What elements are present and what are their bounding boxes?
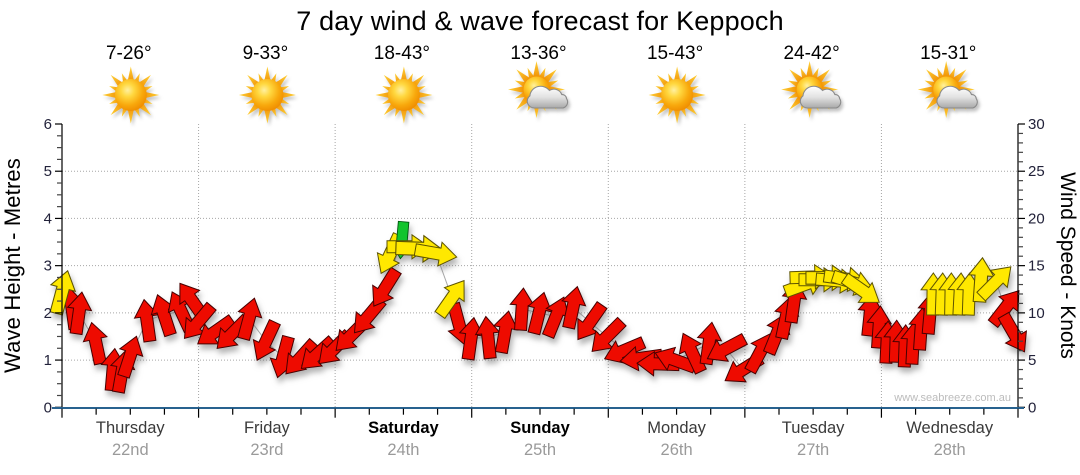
svg-text:7-26°: 7-26°: [106, 43, 152, 64]
svg-text:23rd: 23rd: [250, 441, 283, 459]
svg-text:Friday: Friday: [244, 419, 291, 437]
svg-text:Monday: Monday: [647, 419, 706, 437]
svg-text:15-43°: 15-43°: [647, 43, 703, 64]
svg-text:24-42°: 24-42°: [783, 43, 839, 64]
svg-text:25th: 25th: [524, 441, 556, 459]
svg-text:20: 20: [1028, 210, 1045, 227]
svg-text:28th: 28th: [934, 441, 966, 459]
svg-text:Wednesday: Wednesday: [906, 419, 994, 437]
svg-text:Thursday: Thursday: [96, 419, 166, 437]
svg-text:6: 6: [44, 116, 52, 133]
svg-text:30: 30: [1028, 116, 1045, 133]
svg-text:25: 25: [1028, 163, 1045, 180]
svg-text:15-31°: 15-31°: [920, 43, 976, 64]
svg-text:0: 0: [44, 399, 52, 416]
svg-text:1: 1: [44, 352, 52, 369]
svg-text:5: 5: [1028, 352, 1036, 369]
svg-text:15: 15: [1028, 258, 1045, 275]
svg-text:Saturday: Saturday: [368, 419, 439, 437]
svg-text:Sunday: Sunday: [510, 419, 570, 437]
svg-text:13-36°: 13-36°: [510, 43, 566, 64]
svg-text:7 day wind & wave forecast for: 7 day wind & wave forecast for Keppoch: [296, 6, 783, 36]
svg-text:0: 0: [1028, 399, 1036, 416]
svg-text:9-33°: 9-33°: [243, 43, 289, 64]
svg-text:10: 10: [1028, 305, 1045, 322]
svg-text:www.seabreeze.com.au: www.seabreeze.com.au: [893, 392, 1011, 404]
svg-text:Wind Speed - Knots: Wind Speed - Knots: [1056, 172, 1079, 359]
svg-text:4: 4: [44, 210, 52, 227]
svg-text:22nd: 22nd: [112, 441, 149, 459]
svg-text:Tuesday: Tuesday: [782, 419, 845, 437]
svg-text:5: 5: [44, 163, 52, 180]
svg-text:27th: 27th: [797, 441, 829, 459]
svg-text:2: 2: [44, 305, 52, 322]
svg-text:26th: 26th: [661, 441, 693, 459]
svg-text:Wave Height - Metres: Wave Height - Metres: [0, 158, 25, 373]
svg-text:24th: 24th: [387, 441, 419, 459]
svg-text:3: 3: [44, 258, 52, 275]
svg-text:18-43°: 18-43°: [374, 43, 430, 64]
